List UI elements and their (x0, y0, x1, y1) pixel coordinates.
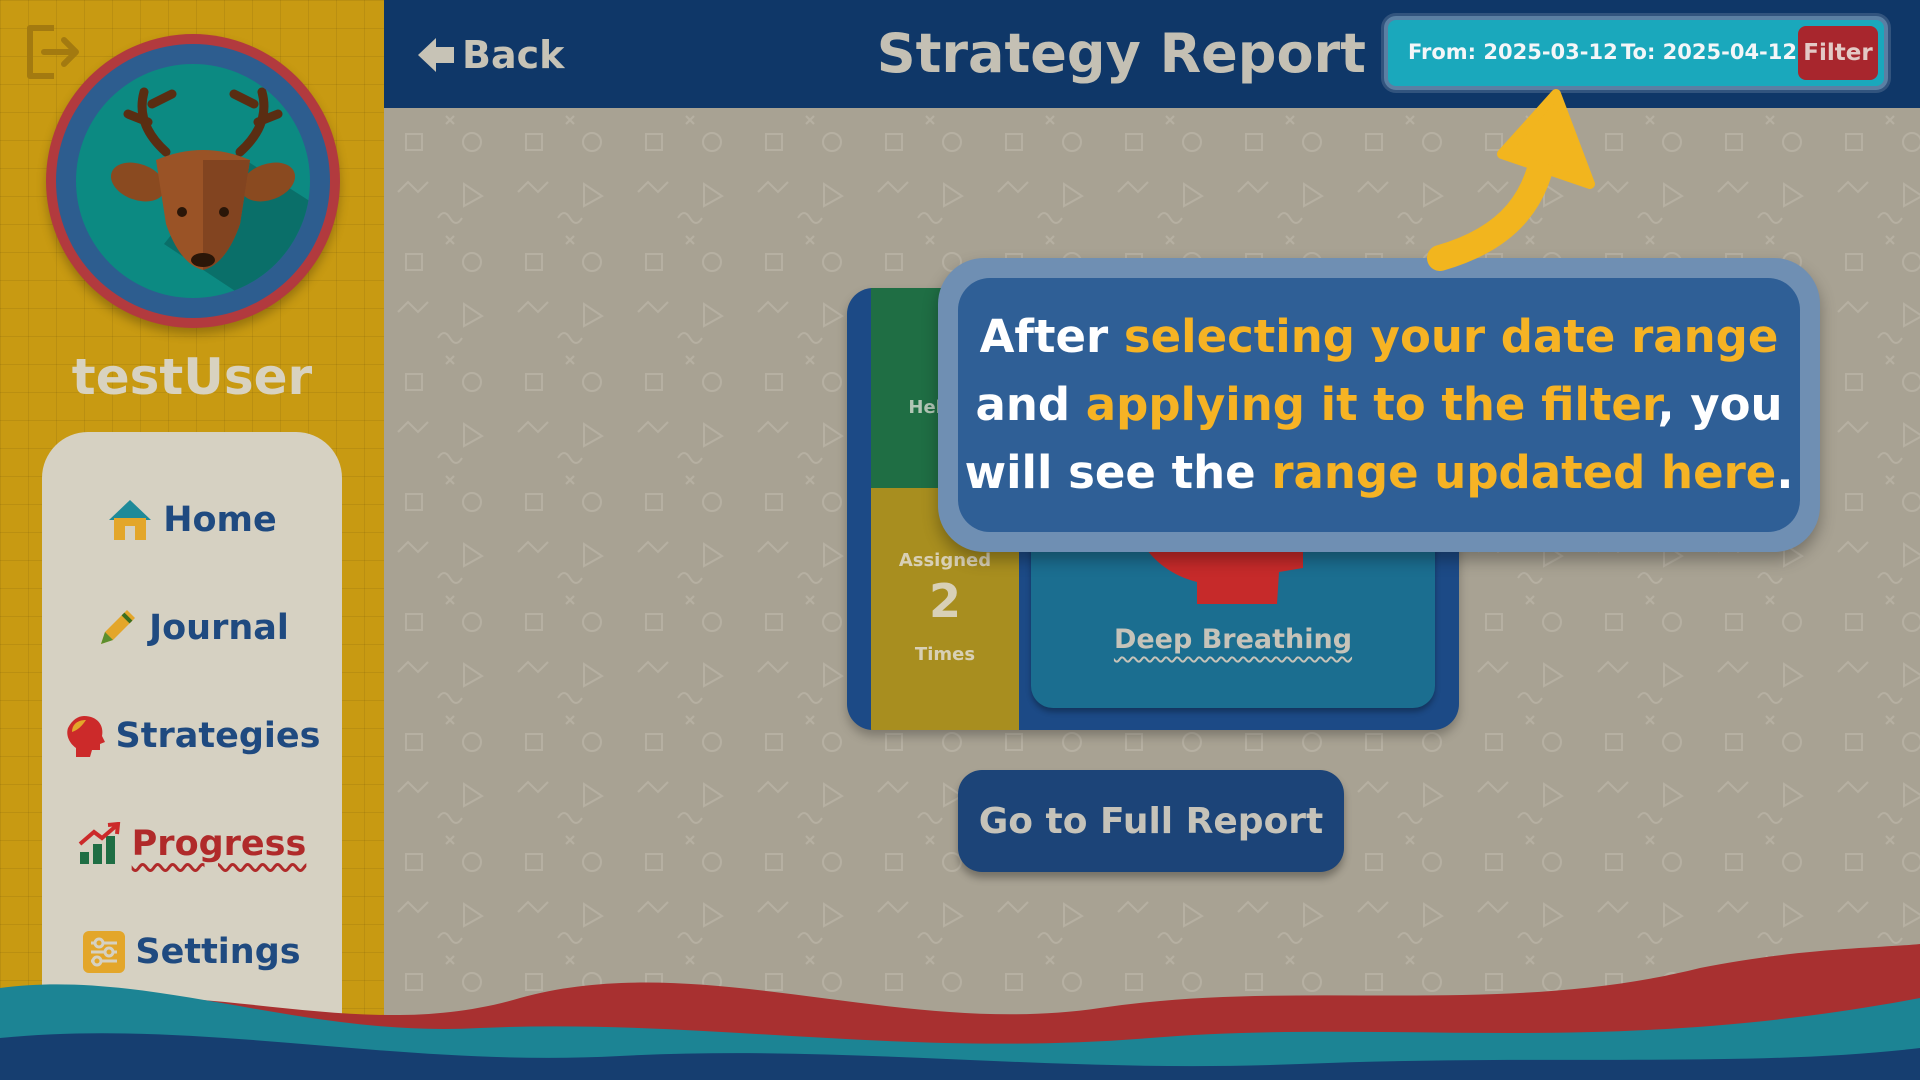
sidebar-item-settings[interactable]: Settings (42, 912, 342, 992)
page-title: Strategy Report (876, 22, 1366, 85)
sidebar-item-label: Home (163, 500, 277, 540)
decorative-waves (0, 944, 1920, 1080)
assigned-count: 2 (928, 574, 961, 628)
sidebar-item-label: Progress (131, 824, 307, 864)
to-date-field[interactable]: To: 2025-04-12 (1621, 40, 1797, 64)
assigned-label: Assigned (898, 550, 992, 571)
back-button[interactable]: Back (416, 30, 564, 80)
avatar (46, 34, 340, 328)
tooltip-text: After selecting your date range and appl… (958, 278, 1800, 532)
main-content: Helpful Assigned 2 Times Deep Breathing … (384, 108, 1920, 1080)
arrow-left-icon (418, 38, 454, 72)
head-icon (66, 716, 105, 757)
date-filter-bar: From: 2025-03-12 To: 2025-04-12 Filter (1384, 16, 1888, 90)
tutorial-tooltip: After selecting your date range and appl… (938, 258, 1820, 552)
full-report-button[interactable]: Go to Full Report (958, 770, 1344, 872)
back-label: Back (462, 33, 565, 77)
assigned-unit: Times (914, 644, 976, 665)
filter-button[interactable]: Filter (1798, 26, 1878, 80)
from-date-field[interactable]: From: 2025-03-12 (1408, 40, 1618, 64)
chart-icon (78, 822, 120, 864)
sidebar-item-home[interactable]: Home (42, 480, 342, 560)
pointer-arrow-icon (1427, 89, 1595, 271)
sidebar-item-label: Strategies (115, 716, 321, 756)
sidebar-item-strategies[interactable]: Strategies (42, 696, 342, 776)
logout-icon[interactable] (22, 22, 82, 82)
username: testUser (71, 348, 313, 406)
sidebar-item-journal[interactable]: Journal (42, 588, 342, 668)
sidebar: testUser Home Journal Strategies (0, 0, 384, 1080)
sliders-icon (83, 931, 126, 973)
strategy-name: Deep Breathing (1113, 624, 1353, 655)
deer-icon (110, 87, 310, 298)
pencil-icon (101, 610, 136, 644)
sidebar-item-label: Journal (149, 608, 289, 648)
house-icon (109, 500, 152, 540)
sidebar-item-progress[interactable]: Progress (42, 804, 342, 884)
sidebar-nav: Home Journal Strategies (42, 432, 342, 1080)
sidebar-item-label: Settings (135, 932, 301, 972)
